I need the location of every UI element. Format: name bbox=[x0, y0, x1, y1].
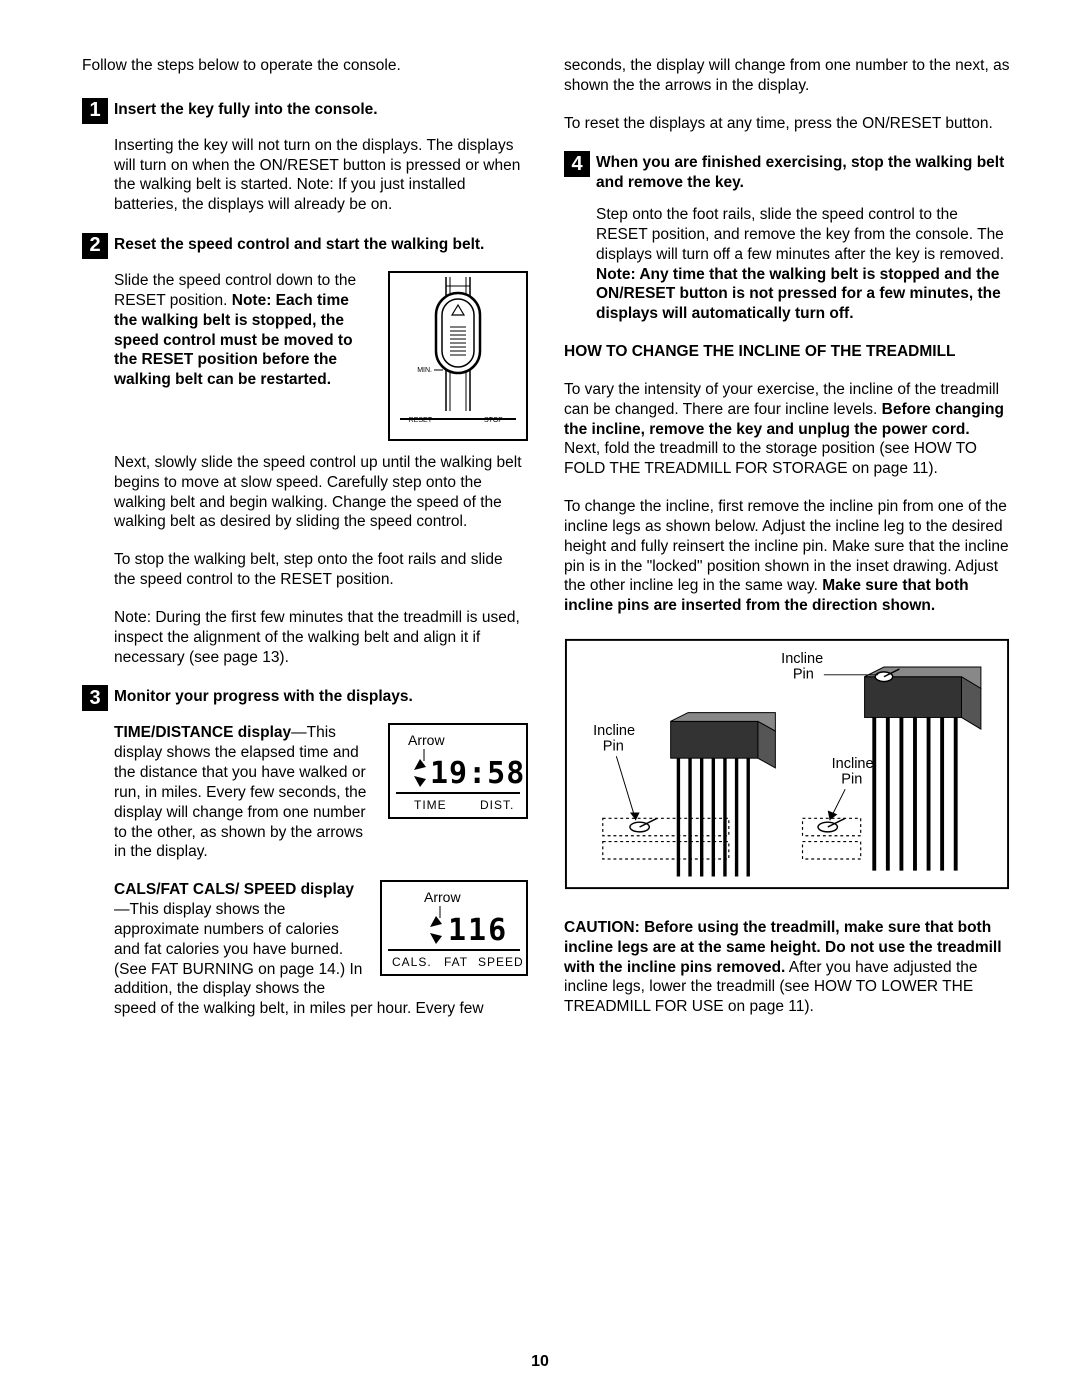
step-3-p1b: —This display shows the elapsed time and… bbox=[114, 724, 366, 860]
step-4-title: When you are finished exercising, stop t… bbox=[596, 151, 1010, 193]
stop-label: STOP bbox=[484, 417, 503, 424]
step-4-p1b: Note: Any time that the walking belt is … bbox=[596, 266, 1001, 323]
step-4-header: 4 When you are finished exercising, stop… bbox=[564, 151, 1010, 193]
incline-caution: CAUTION: Before using the treadmill, mak… bbox=[564, 918, 1010, 1017]
step-4-p1a: Step onto the foot rails, slide the spee… bbox=[596, 206, 1004, 263]
right-column: seconds, the display will change from on… bbox=[564, 56, 1010, 1037]
step-2-body: MIN. RESET STOP Slide the speed control … bbox=[82, 271, 528, 667]
lcd2-speed: SPEED bbox=[478, 955, 524, 969]
arrow-label-2: Arrow bbox=[424, 889, 461, 905]
step-1-number: 1 bbox=[82, 98, 108, 124]
step-4-p1: Step onto the foot rails, slide the spee… bbox=[596, 205, 1010, 324]
step-3-title: Monitor your progress with the displays. bbox=[114, 685, 413, 707]
lcd2-fat: FAT bbox=[444, 955, 468, 969]
intro-text: Follow the steps below to operate the co… bbox=[82, 56, 528, 76]
step-1-title: Insert the key fully into the console. bbox=[114, 98, 378, 120]
step-1-body: Inserting the key will not turn on the d… bbox=[82, 136, 528, 215]
arrow-label-1: Arrow bbox=[408, 732, 445, 748]
step-2-title: Reset the speed control and start the wa… bbox=[114, 233, 484, 255]
left-column: Follow the steps below to operate the co… bbox=[82, 56, 528, 1037]
time-distance-lcd: Arrow 19:58 TIME DIST. bbox=[388, 723, 528, 825]
lcd2-cals: CALS. bbox=[392, 955, 432, 969]
step-3-cont: seconds, the display will change from on… bbox=[564, 56, 1010, 96]
step-1-header: 1 Insert the key fully into the console. bbox=[82, 98, 528, 124]
step-3-p1a: TIME/DISTANCE display bbox=[114, 724, 291, 741]
lcd1-time: TIME bbox=[414, 798, 447, 812]
incline-pin-label-1b: Pin bbox=[793, 667, 814, 683]
step-3-p2a: CALS/FAT CALS/ SPEED display bbox=[114, 881, 354, 898]
step-2-p3: To stop the walking belt, step onto the … bbox=[114, 550, 528, 590]
step-3-number: 3 bbox=[82, 685, 108, 711]
incline-pin-label-2a: Incline bbox=[593, 723, 635, 739]
step-4-number: 4 bbox=[564, 151, 590, 177]
incline-p1: To vary the intensity of your exercise, … bbox=[564, 380, 1010, 479]
incline-pin-label-3a: Incline bbox=[832, 756, 874, 772]
cals-speed-lcd: Arrow 116 CALS. FAT SPEED bbox=[380, 880, 528, 982]
step-3-continuation: seconds, the display will change from on… bbox=[564, 56, 1010, 133]
lcd1-dist: DIST. bbox=[480, 798, 514, 812]
incline-diagram: Incline Pin Incline Pin Incline Pin bbox=[564, 634, 1010, 900]
min-label: MIN. bbox=[417, 367, 432, 374]
incline-pin-label-2b: Pin bbox=[603, 738, 624, 754]
reset-label: RESET bbox=[409, 417, 433, 424]
incline-p1c: Next, fold the treadmill to the storage … bbox=[564, 440, 977, 477]
reset-note: To reset the displays at any time, press… bbox=[564, 114, 1010, 134]
lcd1-value: 19:58 bbox=[430, 756, 525, 791]
step-2-p2: Next, slowly slide the speed control up … bbox=[114, 453, 528, 532]
incline-pin-label-3b: Pin bbox=[841, 771, 862, 787]
step-4-body: Step onto the foot rails, slide the spee… bbox=[564, 205, 1010, 324]
step-2-number: 2 bbox=[82, 233, 108, 259]
speed-control-diagram: MIN. RESET STOP bbox=[388, 271, 528, 447]
incline-p2: To change the incline, first remove the … bbox=[564, 497, 1010, 616]
step-3-header: 3 Monitor your progress with the display… bbox=[82, 685, 528, 711]
incline-pin-label-1a: Incline bbox=[781, 651, 823, 667]
two-column-layout: Follow the steps below to operate the co… bbox=[82, 56, 1010, 1037]
page-number: 10 bbox=[0, 1353, 1080, 1371]
lcd2-value: 116 bbox=[448, 913, 508, 948]
step-1-p1: Inserting the key will not turn on the d… bbox=[114, 136, 528, 215]
step-2-header: 2 Reset the speed control and start the … bbox=[82, 233, 528, 259]
step-3-body: Arrow 19:58 TIME DIST. TIME/DISTANCE dis… bbox=[82, 723, 528, 1019]
incline-header: HOW TO CHANGE THE INCLINE OF THE TREADMI… bbox=[564, 342, 1010, 362]
step-2-p4: Note: During the first few minutes that … bbox=[114, 608, 528, 667]
